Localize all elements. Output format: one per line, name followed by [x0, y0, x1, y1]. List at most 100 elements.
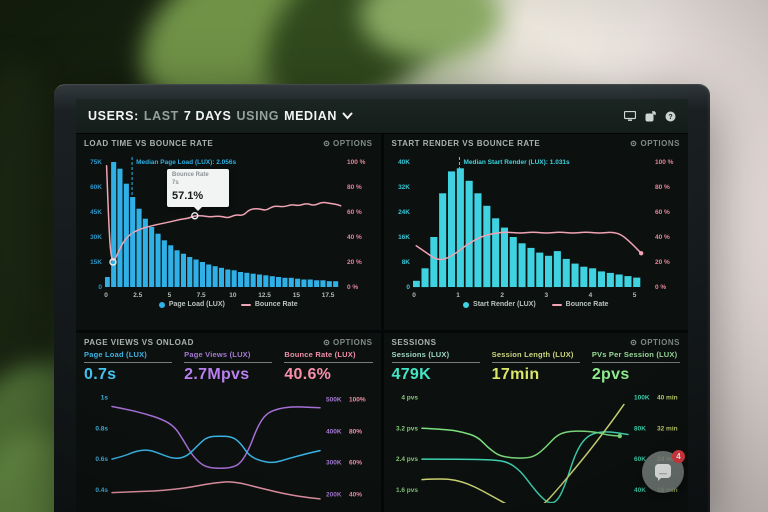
- svg-text:45K: 45K: [90, 209, 102, 216]
- tooltip-value: 57.1%: [172, 189, 204, 202]
- last-label: LAST: [143, 109, 179, 123]
- svg-text:2: 2: [500, 292, 504, 299]
- svg-text:30K: 30K: [90, 234, 102, 241]
- svg-text:0: 0: [104, 292, 108, 299]
- users-range-dropdown[interactable]: USERS: LAST 7 DAYS USING MEDIAN: [88, 109, 353, 123]
- options-button[interactable]: OPTIONS: [323, 338, 373, 347]
- share-icon[interactable]: [645, 110, 656, 122]
- load-time-chart[interactable]: Median Page Load (LUX): 2.056s 75K 60K 45K 3…: [84, 150, 372, 300]
- svg-text:400K: 400K: [326, 429, 342, 436]
- svg-text:24K: 24K: [398, 209, 410, 216]
- svg-text:0.6s: 0.6s: [95, 456, 108, 463]
- panel-title: PAGE VIEWS VS ONLOAD: [84, 338, 194, 347]
- svg-text:100K: 100K: [634, 395, 650, 402]
- svg-text:40 %: 40 %: [655, 234, 670, 241]
- svg-text:10: 10: [229, 292, 237, 299]
- svg-text:200K: 200K: [326, 491, 342, 498]
- panel-grid: LOAD TIME VS BOUNCE RATE OPTIONS Median …: [76, 134, 688, 512]
- svg-text:4: 4: [588, 292, 592, 299]
- metric-bounce-rate: Bounce Rate (LUX) 40.6%: [284, 350, 373, 384]
- display-icon[interactable]: [624, 110, 636, 122]
- svg-text:0: 0: [412, 292, 416, 299]
- gear-icon: [323, 140, 330, 147]
- panel-title: LOAD TIME VS BOUNCE RATE: [84, 139, 214, 148]
- chart-tooltip: Bounce Rate 7s 57.1%: [167, 169, 229, 211]
- sessions-chart[interactable]: 4 pvs 3.2 pvs 2.4 pvs 1.6 pvs 100K 40 min 80K 3…: [392, 386, 680, 508]
- svg-text:500K: 500K: [326, 397, 342, 404]
- svg-text:4 pvs: 4 pvs: [401, 395, 418, 402]
- chat-icon: [655, 464, 671, 481]
- legend-item[interactable]: Bounce Rate: [551, 301, 608, 308]
- svg-text:15: 15: [293, 292, 301, 299]
- panel-sessions: SESSIONS OPTIONS Sessions (LUX) 479K Ses…: [383, 333, 688, 512]
- analytics-dashboard: USERS: LAST 7 DAYS USING MEDIAN ?: [76, 99, 688, 512]
- svg-text:2.4 pvs: 2.4 pvs: [395, 456, 417, 463]
- legend-item[interactable]: Page Load (LUX): [158, 301, 225, 308]
- legend-item[interactable]: Bounce Rate: [240, 301, 298, 308]
- svg-text:16K: 16K: [398, 234, 410, 241]
- help-icon[interactable]: ?: [665, 111, 676, 122]
- tooltip-series: Bounce Rate: [172, 172, 209, 178]
- laptop: USERS: LAST 7 DAYS USING MEDIAN ?: [54, 84, 710, 512]
- svg-text:0: 0: [98, 284, 102, 291]
- svg-text:60%: 60%: [349, 459, 362, 466]
- svg-text:1.6 pvs: 1.6 pvs: [395, 487, 417, 494]
- legend-item[interactable]: Start Render (LUX): [463, 301, 536, 308]
- svg-text:40 min: 40 min: [657, 395, 678, 402]
- svg-text:12.5: 12.5: [258, 292, 271, 299]
- svg-text:80 %: 80 %: [347, 184, 362, 191]
- svg-text:0: 0: [406, 284, 410, 291]
- svg-text:40K: 40K: [398, 159, 410, 166]
- gear-icon: [323, 339, 330, 346]
- svg-text:8K: 8K: [401, 259, 410, 266]
- svg-text:3.2 pvs: 3.2 pvs: [395, 425, 417, 432]
- panel-load-time: LOAD TIME VS BOUNCE RATE OPTIONS Median …: [76, 134, 381, 330]
- metric-page-load: Page Load (LUX) 0.7s: [84, 350, 173, 384]
- page-views-chart[interactable]: 1s 0.8s 0.6s 0.4s 500K 100% 400K 80% 300K 60% 200K…: [84, 386, 372, 508]
- chart-legend: Start Render (LUX) Bounce Rate: [392, 301, 681, 308]
- chat-badge: 4: [672, 450, 685, 463]
- panel-title: START RENDER VS BOUNCE RATE: [391, 139, 541, 148]
- start-render-chart[interactable]: Median Start Render (LUX): 1.031s 40K 32K 2…: [392, 150, 680, 300]
- svg-text:100 %: 100 %: [655, 159, 674, 166]
- svg-text:80%: 80%: [349, 429, 362, 436]
- svg-text:20 %: 20 %: [655, 259, 670, 266]
- svg-text:75K: 75K: [90, 159, 102, 166]
- svg-text:1: 1: [456, 292, 460, 299]
- options-button[interactable]: OPTIONS: [323, 139, 373, 148]
- gear-icon: [631, 140, 637, 147]
- svg-text:60 %: 60 %: [655, 209, 670, 216]
- svg-text:20 %: 20 %: [347, 259, 362, 266]
- chart-legend: Page Load (LUX) Bounce Rate: [84, 301, 373, 308]
- svg-text:32K: 32K: [398, 184, 410, 191]
- svg-text:0 %: 0 %: [347, 284, 358, 291]
- svg-text:2.5: 2.5: [133, 292, 142, 299]
- svg-text:5: 5: [632, 292, 636, 299]
- svg-text:100%: 100%: [349, 397, 366, 404]
- svg-text:0.8s: 0.8s: [95, 425, 108, 432]
- days-value: 7 DAYS: [183, 109, 232, 123]
- svg-text:40K: 40K: [634, 487, 646, 494]
- panel-title: SESSIONS: [391, 338, 437, 347]
- svg-text:60K: 60K: [634, 456, 646, 463]
- svg-text:60K: 60K: [90, 184, 102, 191]
- svg-text:7.5: 7.5: [197, 292, 206, 299]
- svg-text:300K: 300K: [326, 459, 342, 466]
- svg-text:Median Start Render (LUX): 1.0: Median Start Render (LUX): 1.031s: [463, 159, 570, 166]
- gear-icon: [631, 339, 637, 346]
- svg-text:Median Page Load (LUX): 2.056s: Median Page Load (LUX): 2.056s: [136, 159, 236, 166]
- svg-text:17.5: 17.5: [322, 292, 335, 299]
- options-button[interactable]: OPTIONS: [630, 139, 680, 148]
- svg-text:80 %: 80 %: [655, 184, 670, 191]
- metric-page-views: Page Views (LUX) 2.7Mpvs: [184, 350, 273, 384]
- svg-text:?: ?: [668, 114, 672, 121]
- options-button[interactable]: OPTIONS: [630, 338, 680, 347]
- metric-value: MEDIAN: [284, 109, 337, 123]
- svg-text:80K: 80K: [634, 425, 646, 432]
- svg-text:32 min: 32 min: [657, 425, 678, 432]
- svg-text:1s: 1s: [101, 395, 109, 402]
- users-label: USERS:: [88, 109, 139, 123]
- metric-pvs-per-session: PVs Per Session (LUX) 2pvs: [591, 350, 681, 384]
- chat-button[interactable]: 4: [642, 450, 685, 493]
- svg-text:5: 5: [168, 292, 172, 299]
